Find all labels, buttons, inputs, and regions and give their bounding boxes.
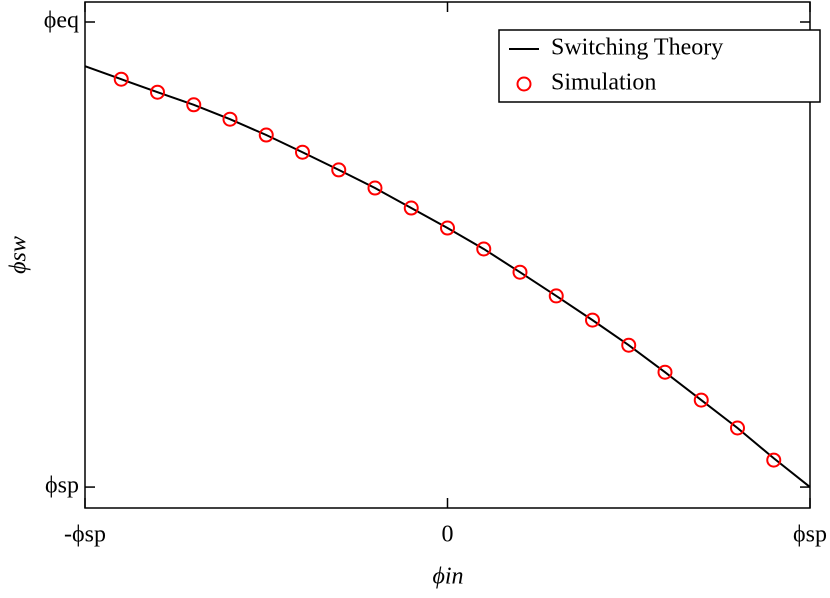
data-point bbox=[403, 200, 419, 216]
legend-box bbox=[498, 29, 821, 103]
x-axis-label: ϕin bbox=[432, 564, 463, 590]
data-point bbox=[440, 220, 455, 236]
data-point bbox=[693, 392, 709, 408]
data-point bbox=[331, 162, 347, 178]
y-axis-label: ϕsw bbox=[6, 236, 32, 274]
curve bbox=[84, 65, 811, 488]
data-point bbox=[657, 364, 673, 380]
data-point bbox=[295, 144, 310, 160]
data-point bbox=[621, 337, 637, 353]
data-point bbox=[367, 180, 383, 196]
data-point bbox=[150, 84, 165, 100]
data-point bbox=[766, 452, 782, 468]
data-point bbox=[730, 420, 745, 436]
data-point bbox=[476, 241, 492, 257]
data-point bbox=[222, 111, 238, 127]
y-tick-label: ϕsp bbox=[45, 473, 79, 499]
legend-label: Simulation bbox=[551, 70, 656, 96]
legend-swatch bbox=[516, 76, 532, 92]
data-point bbox=[585, 312, 600, 328]
legend-label: Switching Theory bbox=[551, 35, 723, 61]
data-point bbox=[258, 127, 274, 143]
data-point bbox=[548, 288, 564, 304]
data-point bbox=[512, 264, 528, 280]
x-tick-label: -ϕsp bbox=[64, 522, 106, 548]
data-point bbox=[113, 71, 129, 87]
data-point bbox=[186, 97, 202, 113]
x-tick-label: ϕsp bbox=[793, 522, 827, 548]
y-tick-label: ϕeq bbox=[44, 7, 79, 33]
x-tick-label: 0 bbox=[442, 522, 454, 548]
